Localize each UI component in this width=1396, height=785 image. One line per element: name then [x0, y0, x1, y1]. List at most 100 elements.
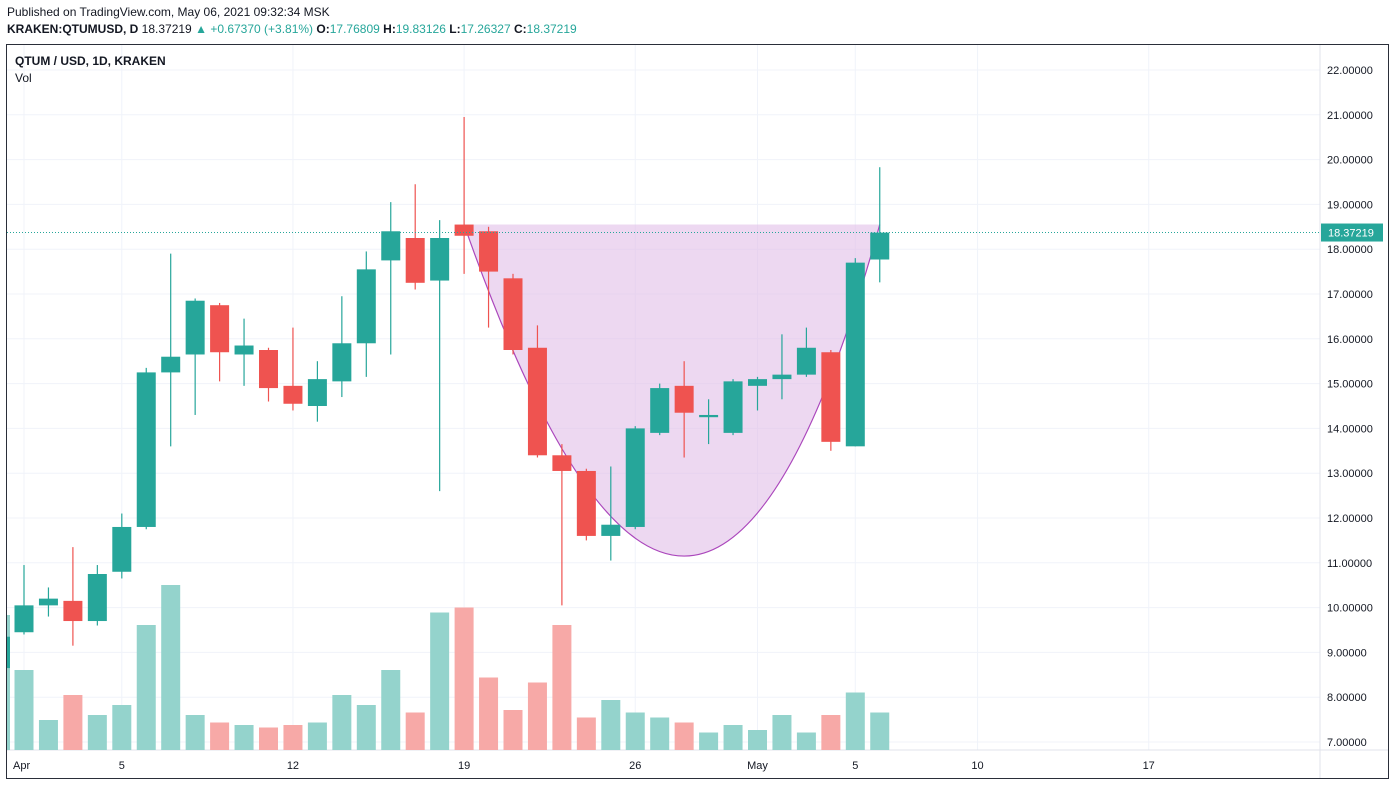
high-label: H: — [383, 22, 396, 36]
candle-body — [7, 636, 10, 669]
last-price-line: 18.37219 — [7, 223, 1383, 242]
candle — [14, 565, 34, 635]
time-tick-label: Apr — [13, 760, 30, 772]
candle — [552, 444, 572, 606]
candle-body — [699, 414, 719, 418]
candle-body — [210, 305, 230, 353]
candle-body — [527, 347, 547, 456]
volume-bar — [381, 670, 401, 750]
volume-label: Vol — [15, 71, 32, 85]
volume-bar — [821, 715, 841, 750]
volume-bar — [552, 625, 572, 750]
time-axis: Apr 5 12 19 26 May 5 10 17 — [13, 760, 1155, 772]
price-tick-label: 15.00000 — [1327, 379, 1373, 391]
volume-bar — [210, 722, 230, 750]
candle — [576, 468, 596, 541]
price-tick-label: 17.00000 — [1327, 289, 1373, 301]
volume-bar — [112, 705, 132, 750]
volume-bar — [161, 585, 181, 750]
volume-bar — [870, 712, 890, 750]
time-tick-label: 17 — [1143, 760, 1155, 772]
volume-bar — [38, 720, 58, 750]
candle — [161, 253, 181, 447]
candle-body — [552, 455, 572, 471]
price-tick-label: 10.00000 — [1327, 603, 1373, 615]
cup-pattern-fill — [464, 224, 880, 557]
change-up-arrow-icon: ▲ — [195, 22, 207, 36]
candle-body — [161, 356, 181, 373]
close-value: 18.37219 — [526, 22, 577, 36]
time-tick-label: 10 — [971, 760, 983, 772]
last-price-tag — [1321, 223, 1383, 242]
time-tick-label: May — [747, 760, 768, 772]
price-tick-label: 13.00000 — [1327, 468, 1373, 480]
candle-body — [454, 224, 474, 236]
candle-body — [63, 600, 83, 622]
change-value: +0.67370 (+3.81%) — [210, 22, 314, 36]
candle — [381, 202, 401, 355]
volume-bar — [772, 715, 792, 750]
candle-body — [136, 372, 156, 527]
candle — [210, 302, 230, 382]
candle — [625, 426, 645, 530]
volume-bar — [625, 712, 645, 750]
symbol-label: KRAKEN:QTUMUSD, D — [7, 22, 139, 36]
volume-bar — [796, 732, 816, 750]
price-tick-label: 7.00000 — [1327, 737, 1367, 749]
candle — [405, 184, 425, 290]
candle — [821, 350, 841, 451]
volume-bar — [234, 725, 254, 750]
candle — [650, 383, 670, 436]
price-tick-label: 11.00000 — [1327, 558, 1372, 570]
candle-body — [845, 262, 865, 447]
volume-bar — [283, 725, 303, 750]
time-tick-label: 12 — [287, 760, 299, 772]
candle — [748, 376, 767, 411]
volume-bar — [674, 722, 694, 750]
candle-body — [381, 231, 401, 261]
chart-legend: QTUM / USD, 1D, KRAKEN Vol — [15, 53, 166, 87]
candle — [479, 226, 499, 328]
candle-body — [479, 231, 499, 272]
candle-body — [748, 379, 767, 386]
candle — [63, 547, 83, 646]
last-price-tag-label: 18.37219 — [1328, 228, 1374, 240]
candle-body — [259, 350, 278, 389]
volume-bar — [63, 695, 83, 750]
candle — [112, 513, 132, 579]
candle — [772, 334, 792, 400]
volume-bar — [7, 615, 10, 750]
volume-bar — [601, 700, 621, 750]
candle — [259, 347, 278, 402]
candle-body — [821, 352, 841, 442]
volume-bar — [479, 677, 499, 750]
volume-bar — [650, 717, 670, 750]
price-tick-label: 9.00000 — [1327, 647, 1367, 659]
price-tick-label: 16.00000 — [1327, 334, 1373, 346]
volume-bar — [723, 725, 743, 750]
published-note: Published on TradingView.com, May 06, 20… — [7, 5, 330, 19]
candle-body — [772, 374, 792, 380]
candle — [699, 399, 719, 445]
open-value: 17.76809 — [329, 22, 380, 36]
candle-body — [796, 347, 816, 375]
candle-body — [356, 269, 376, 344]
candle-body — [576, 470, 596, 536]
volume-bar — [332, 695, 352, 750]
close-label: C: — [513, 22, 527, 36]
volume-bar — [454, 607, 474, 750]
low-label: L: — [449, 22, 461, 36]
price-tick-label: 19.00000 — [1327, 199, 1373, 211]
candle-body — [307, 379, 327, 406]
candle — [527, 325, 547, 458]
candle-body — [14, 605, 34, 633]
volume-bar — [307, 722, 327, 750]
volume-bars — [7, 585, 890, 750]
candle — [356, 251, 376, 377]
price-tick-label: 8.00000 — [1327, 692, 1367, 704]
volume-bar — [14, 670, 34, 750]
volume-bar — [405, 712, 425, 750]
candle-body — [723, 381, 743, 433]
time-tick-label: 5 — [119, 760, 125, 772]
